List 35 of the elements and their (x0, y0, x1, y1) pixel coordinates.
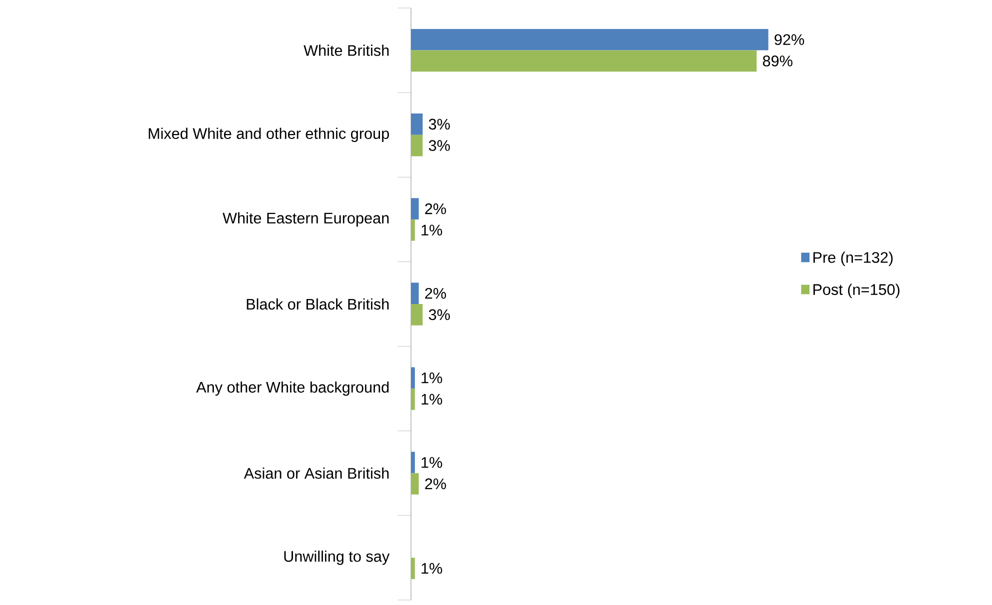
data-label: 1% (422, 372, 442, 384)
bar (411, 367, 415, 389)
data-label: 89% (762, 55, 792, 66)
data-label: 3% (428, 118, 450, 130)
data-label: 3% (428, 309, 450, 320)
legend-label: Pre (n=132) (813, 252, 893, 266)
data-label: 1% (422, 562, 442, 574)
data-label: 2% (425, 288, 446, 299)
y-tick-label: Black or Black British (246, 298, 389, 310)
data-label: 1% (422, 394, 442, 405)
data-label: 2% (425, 478, 446, 490)
bar (411, 558, 415, 580)
data-label: 2% (425, 203, 446, 214)
bar (411, 219, 415, 241)
data-label: 1% (422, 224, 442, 236)
data-label: 3% (428, 140, 450, 151)
bar (411, 113, 423, 135)
y-tick-label: White Eastern European (222, 212, 389, 227)
y-tick-label: Mixed White and other ethnic group (148, 128, 389, 142)
y-tick-label: White British (304, 44, 389, 56)
y-tick-label: Asian or Asian British (244, 467, 389, 479)
bar (411, 282, 419, 304)
data-label: 1% (422, 457, 442, 468)
bar (411, 198, 419, 220)
legend-label: Post (n=150) (813, 284, 900, 298)
bar (411, 452, 415, 474)
bar (411, 473, 419, 494)
bar (411, 50, 757, 72)
data-label: 92% (774, 34, 804, 46)
bar (411, 304, 423, 326)
y-tick-label: Unwilling to say (284, 550, 390, 565)
bar (411, 134, 423, 156)
y-tick-label: Any other White background (196, 381, 389, 396)
bar (411, 28, 768, 50)
bar (411, 388, 415, 410)
